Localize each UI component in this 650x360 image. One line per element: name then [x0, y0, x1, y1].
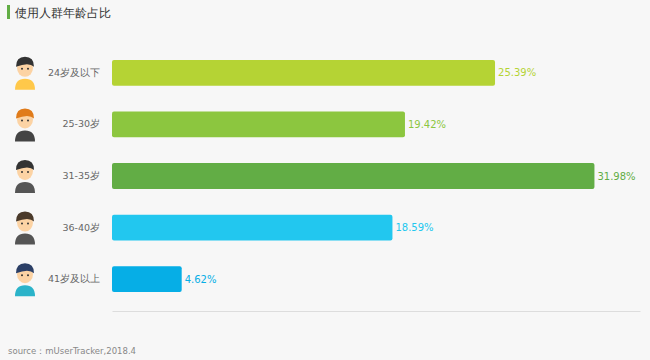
- y-tick-label: 31-35岁: [62, 170, 100, 181]
- data-label: 18.59%: [395, 222, 433, 233]
- y-tick-label: 25-30岁: [62, 118, 100, 129]
- avatar-body: [15, 234, 35, 245]
- x-axis-line: [113, 311, 641, 312]
- y-tick: 24岁及以下: [48, 67, 112, 78]
- bar: [112, 266, 182, 292]
- avatar-eye: [21, 171, 23, 173]
- source: source：mUserTracker,2018.4: [8, 346, 136, 356]
- y-tick: 41岁及以上: [48, 273, 112, 284]
- avatar-eye: [27, 68, 29, 70]
- bar: [112, 215, 392, 241]
- avatar: [15, 263, 35, 296]
- bar: [112, 112, 405, 138]
- avatar-hair: [16, 160, 34, 170]
- y-tick: 36-40岁: [62, 222, 112, 233]
- avatar-body: [15, 182, 35, 193]
- data-label: 25.39%: [498, 67, 536, 78]
- avatar-eye: [21, 274, 23, 276]
- data-labels: 25.39% 19.42% 31.98% 18.59% 4.62%: [185, 67, 636, 284]
- avatar-eye: [27, 223, 29, 225]
- avatar: [15, 108, 35, 141]
- bars: [112, 60, 594, 292]
- y-tick: 31-35岁: [62, 170, 112, 181]
- avatar-hair: [16, 108, 34, 118]
- y-axis: 24岁及以下 25-30岁 31-35岁 36-40岁 41岁及以上: [48, 48, 113, 306]
- avatar: [15, 57, 35, 90]
- avatar-body: [15, 79, 35, 90]
- avatar-body: [15, 130, 35, 141]
- avatar: [15, 160, 35, 193]
- avatar-hair: [16, 212, 34, 222]
- avatar-body: [15, 285, 35, 296]
- background: [0, 0, 650, 360]
- avatar: [15, 212, 35, 245]
- y-tick-label: 41岁及以上: [48, 273, 100, 284]
- chart: 使用人群年龄占比 24岁及以下 25-30岁 31-35岁 36-40岁 41岁及以上 25…: [0, 0, 650, 360]
- title: 使用人群年龄占比: [15, 6, 111, 20]
- data-label: 4.62%: [185, 274, 217, 285]
- avatar-eye: [27, 274, 29, 276]
- data-label: 19.42%: [408, 119, 446, 130]
- avatar-eye: [27, 119, 29, 121]
- avatar-eye: [21, 119, 23, 121]
- y-tick: 25-30岁: [62, 118, 112, 129]
- avatar-eye: [27, 171, 29, 173]
- y-tick-label: 24岁及以下: [48, 67, 100, 78]
- avatar-hair: [16, 57, 34, 67]
- avatar-eye: [21, 223, 23, 225]
- x-axis: [113, 311, 641, 312]
- bar: [112, 163, 594, 189]
- data-label: 31.98%: [597, 171, 635, 182]
- avatars: [15, 57, 35, 296]
- title-accent: [7, 5, 10, 19]
- avatar-hair: [16, 263, 34, 273]
- y-tick-label: 36-40岁: [62, 222, 100, 233]
- avatar-eye: [21, 68, 23, 70]
- bar: [112, 60, 495, 86]
